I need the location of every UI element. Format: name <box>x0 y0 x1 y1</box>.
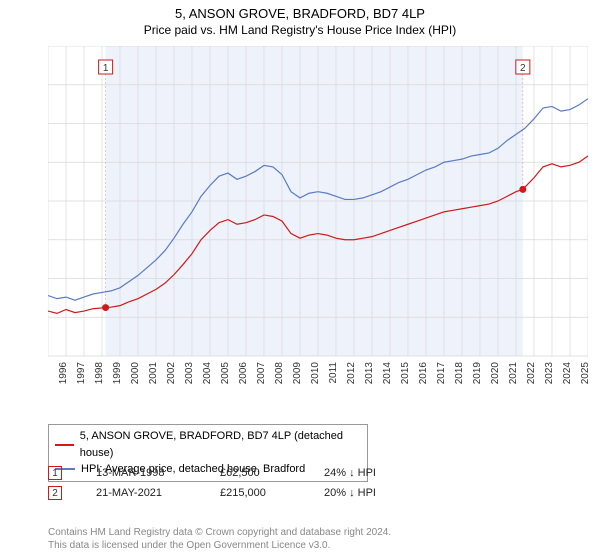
svg-text:2023: 2023 <box>544 362 555 385</box>
chart-subtitle: Price paid vs. HM Land Registry's House … <box>0 21 600 41</box>
svg-text:2021: 2021 <box>508 362 519 385</box>
svg-text:2008: 2008 <box>274 362 285 385</box>
sale-price: £215,000 <box>220 487 290 499</box>
svg-text:2015: 2015 <box>400 362 411 385</box>
svg-text:1: 1 <box>103 63 109 74</box>
svg-text:2006: 2006 <box>238 362 249 385</box>
svg-text:2002: 2002 <box>166 362 177 385</box>
svg-text:1998: 1998 <box>94 362 105 385</box>
svg-text:2016: 2016 <box>418 362 429 385</box>
svg-text:2005: 2005 <box>220 362 231 385</box>
legend-row: 5, ANSON GROVE, BRADFORD, BD7 4LP (detac… <box>55 428 361 461</box>
legend-swatch-property <box>55 444 74 446</box>
sale-hpi-delta: 24% ↓ HPI <box>324 467 404 479</box>
sale-badge: 2 <box>48 486 62 500</box>
chart-area: £0£50K£100K£150K£200K£250K£300K£350K£400… <box>48 46 588 386</box>
sale-row: 2 21-MAY-2021 £215,000 20% ↓ HPI <box>48 486 404 500</box>
svg-text:2022: 2022 <box>526 362 537 385</box>
sale-row: 1 13-MAR-1998 £62,500 24% ↓ HPI <box>48 466 404 480</box>
svg-text:2019: 2019 <box>472 362 483 385</box>
sale-date: 21-MAY-2021 <box>96 487 186 499</box>
svg-text:2000: 2000 <box>130 362 141 385</box>
svg-text:1997: 1997 <box>76 362 87 385</box>
svg-text:2020: 2020 <box>490 362 501 385</box>
sales-list: 1 13-MAR-1998 £62,500 24% ↓ HPI 2 21-MAY… <box>48 466 404 506</box>
chart-title: 5, ANSON GROVE, BRADFORD, BD7 4LP <box>0 0 600 21</box>
footer-line: This data is licensed under the Open Gov… <box>48 539 391 552</box>
svg-text:2013: 2013 <box>364 362 375 385</box>
svg-text:2: 2 <box>520 63 526 74</box>
svg-text:2004: 2004 <box>202 362 213 385</box>
sale-hpi-delta: 20% ↓ HPI <box>324 487 404 499</box>
svg-text:2018: 2018 <box>454 362 465 385</box>
svg-text:2017: 2017 <box>436 362 447 385</box>
footer-attribution: Contains HM Land Registry data © Crown c… <box>48 526 391 552</box>
svg-text:1996: 1996 <box>58 362 69 385</box>
svg-text:2010: 2010 <box>310 362 321 385</box>
footer-line: Contains HM Land Registry data © Crown c… <box>48 526 391 539</box>
svg-text:2012: 2012 <box>346 362 357 385</box>
svg-text:2007: 2007 <box>256 362 267 385</box>
sale-date: 13-MAR-1998 <box>96 467 186 479</box>
svg-text:2009: 2009 <box>292 362 303 385</box>
svg-text:2001: 2001 <box>148 362 159 385</box>
sale-badge: 1 <box>48 466 62 480</box>
svg-text:2003: 2003 <box>184 362 195 385</box>
svg-text:1995: 1995 <box>48 362 51 385</box>
svg-text:2025: 2025 <box>580 362 588 385</box>
svg-text:2014: 2014 <box>382 362 393 385</box>
svg-text:1999: 1999 <box>112 362 123 385</box>
sale-price: £62,500 <box>220 467 290 479</box>
svg-text:2011: 2011 <box>328 362 339 384</box>
svg-text:2024: 2024 <box>562 362 573 385</box>
legend-label: 5, ANSON GROVE, BRADFORD, BD7 4LP (detac… <box>80 428 361 461</box>
